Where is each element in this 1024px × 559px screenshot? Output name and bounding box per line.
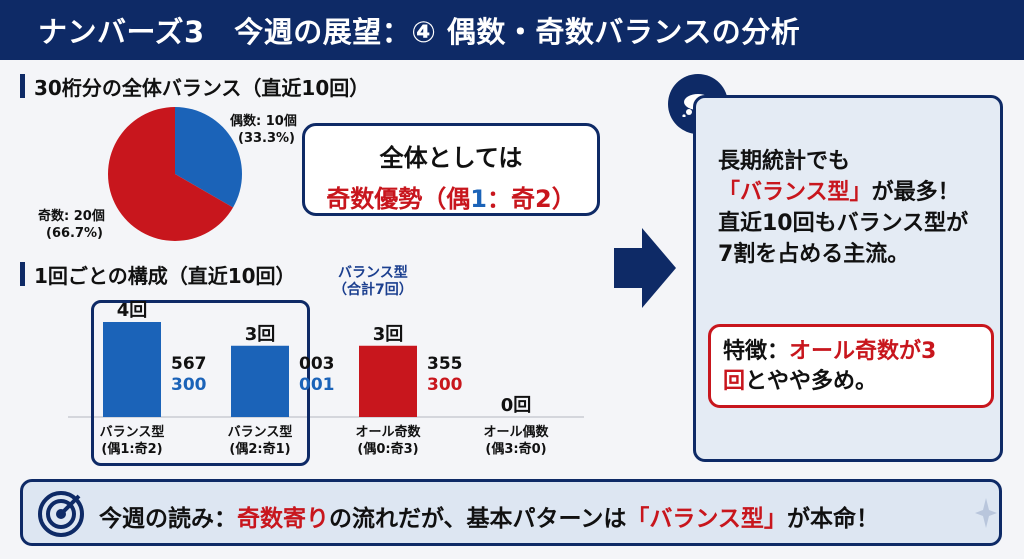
- insight-panel: 長期統計でも 「バランス型」が最多！ 直近10回もバランス型が 7割を占める主流…: [693, 95, 1003, 462]
- bar-category-label: バランス型 (偶2:奇1): [227, 425, 293, 457]
- bar-value-label: 0回: [500, 395, 532, 416]
- pie-slice-odd: [107, 107, 234, 241]
- bar-category-label: オール偶数 (偶3:奇0): [483, 425, 549, 457]
- bar-example-numbers: 355 300: [427, 354, 463, 395]
- sparkle-icon: [975, 498, 997, 528]
- pie-label-odd: 奇数: 20個 (66.7%): [38, 209, 105, 241]
- callout-line1: 全体としては: [379, 144, 523, 172]
- bar-category-label: バランス型 (偶1:奇2): [99, 425, 165, 457]
- pie-label-even: 偶数: 10個 (33.3%): [230, 114, 297, 146]
- section-title-per-draw: 1回ごとの構成（直近10回）: [20, 260, 296, 289]
- insight-text: 長期統計でも 「バランス型」が最多！ 直近10回もバランス型が 7割を占める主流…: [718, 149, 969, 267]
- target-icon: [38, 491, 84, 537]
- bar-example-numbers: 567 300: [171, 354, 207, 395]
- bar-1: [231, 345, 289, 417]
- arrow-right-icon: [614, 228, 676, 308]
- balance-type-outline: [91, 300, 310, 466]
- pie-slice-even: [175, 107, 242, 208]
- bar-value-label: 3回: [372, 323, 404, 345]
- callout-line2: 奇数優勢（偶1：奇2）: [326, 185, 576, 213]
- bar-value-label: 3回: [244, 323, 276, 345]
- section-title-overall: 30桁分の全体バランス（直近10回）: [20, 72, 369, 101]
- bar-2: [359, 345, 417, 417]
- pie-chart: [107, 107, 242, 241]
- bottom-summary-text: 今週の読み：奇数寄りの流れだが、基本パターンは「バランス型」が本命！: [99, 506, 879, 532]
- bottom-summary-bar: 今週の読み：奇数寄りの流れだが、基本パターンは「バランス型」が本命！: [20, 479, 1002, 546]
- feature-callout: 特徴：オール奇数が3 回とやや多め。: [708, 324, 994, 408]
- balance-type-label: バランス型 （合計7回）: [333, 265, 413, 298]
- page-title: ナンバーズ3 今週の展望：④ 偶数・奇数バランスの分析: [0, 0, 1024, 60]
- bar-example-numbers: 003 001: [299, 354, 335, 395]
- bar-chart: [103, 322, 417, 417]
- bar-value-label: 4回: [116, 300, 148, 321]
- summary-callout: 全体としては 奇数優勢（偶1：奇2）: [302, 123, 600, 216]
- bar-category-label: オール奇数 (偶0:奇3): [355, 425, 421, 457]
- bar-0: [103, 322, 161, 417]
